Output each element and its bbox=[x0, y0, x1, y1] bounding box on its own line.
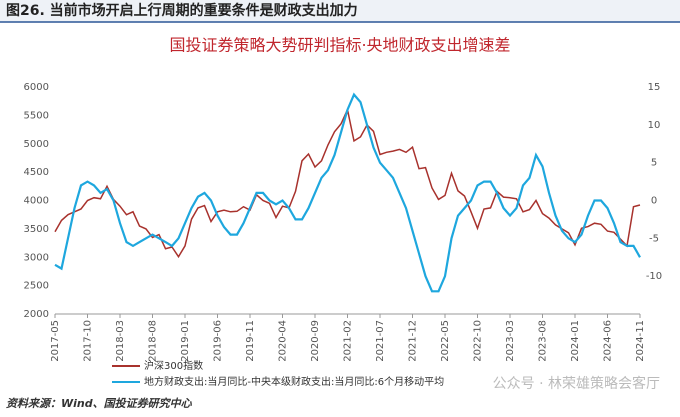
series-line bbox=[54, 92, 641, 293]
x-tick-label: 2018-08 bbox=[148, 320, 159, 362]
x-tick-label: 2021-02 bbox=[343, 320, 354, 362]
x-tick-label: 2023-08 bbox=[538, 320, 549, 362]
x-tick-label: 2019-11 bbox=[245, 320, 256, 362]
chart-title: 国投证券策略大势研判指标·央地财政支出增速差 bbox=[169, 36, 510, 55]
y2-tick-label: 5 bbox=[651, 158, 657, 169]
watermark: 公众号 · 林荣雄策略会客厅 bbox=[493, 375, 660, 392]
series-line bbox=[54, 107, 641, 259]
x-tick-label: 2020-04 bbox=[278, 320, 289, 362]
source: 资料来源：Wind、国投证券研究中心 bbox=[6, 397, 193, 410]
y-tick-label: 2500 bbox=[24, 281, 49, 292]
x-tick-label: 2024-01 bbox=[570, 320, 581, 362]
y2-tick-label: -10 bbox=[646, 271, 662, 282]
y-tick-label: 5000 bbox=[24, 139, 49, 150]
x-tick-label: 2021-12 bbox=[408, 320, 419, 362]
x-tick-label: 2024-06 bbox=[603, 320, 614, 362]
y-tick-label: 4000 bbox=[24, 196, 49, 207]
x-tick-label: 2019-01 bbox=[180, 320, 191, 362]
x-tick-label: 2023-03 bbox=[505, 320, 516, 362]
x-tick-label: 2020-09 bbox=[310, 320, 321, 362]
y-tick-label: 5500 bbox=[24, 110, 49, 121]
legend-label: 沪深300指数 bbox=[144, 359, 203, 372]
legend-label: 地方财政支出:当月同比-中央本级财政支出:当月同比:6个月移动平均 bbox=[144, 375, 444, 388]
x-tick-label: 2022-10 bbox=[473, 320, 484, 362]
y2-tick-label: 15 bbox=[648, 82, 661, 93]
y-tick-label: 4500 bbox=[24, 167, 49, 178]
x-tick-label: 2022-05 bbox=[440, 320, 451, 362]
y-tick-label: 3500 bbox=[24, 224, 49, 235]
y-tick-label: 6000 bbox=[24, 82, 49, 93]
y2-tick-label: -5 bbox=[649, 233, 659, 244]
y-tick-label: 3000 bbox=[24, 252, 49, 263]
y2-tick-label: 10 bbox=[648, 120, 661, 131]
x-tick-label: 2021-07 bbox=[375, 320, 386, 362]
x-tick-label: 2024-11 bbox=[635, 320, 646, 362]
header-bg bbox=[0, 0, 680, 22]
y-tick-label: 2000 bbox=[24, 309, 49, 320]
x-tick-label: 2017-05 bbox=[50, 320, 61, 362]
x-tick-label: 2018-03 bbox=[115, 320, 126, 362]
x-tick-label: 2017-10 bbox=[83, 320, 94, 362]
y2-tick-label: 0 bbox=[651, 196, 657, 207]
x-tick-label: 2019-06 bbox=[213, 320, 224, 362]
header: 图26. 当前市场开启上行周期的重要条件是财政支出加力 bbox=[6, 2, 358, 19]
